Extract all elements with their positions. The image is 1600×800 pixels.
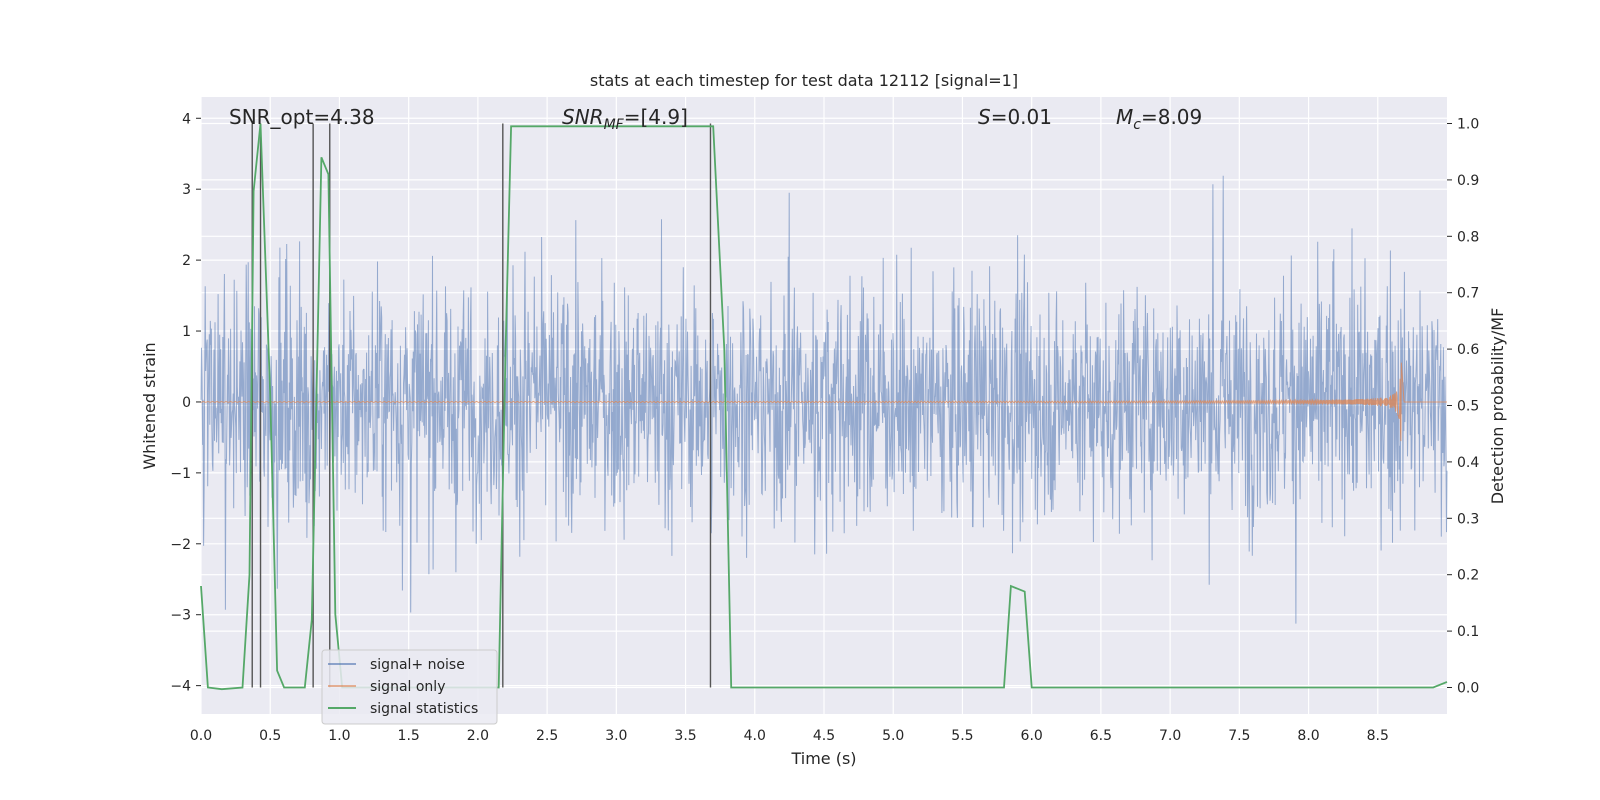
x-axis-ticks: 0.0 0.5 1.0 1.5 2.0 2.5 3.0 3.5 4.0 4.5 5.0 5.5 6.0 6… (190, 728, 1389, 744)
annotation-snr-opt: SNR_opt=4.38 (229, 105, 375, 129)
y2-tick-label: 0.9 (1457, 173, 1479, 189)
legend: signal+ noise signal only signal statist… (321, 649, 498, 725)
annotation-s-value: =0.01 (991, 105, 1052, 129)
chart-title: stats at each timestep for test data 121… (590, 71, 1018, 90)
annotation-mc-value: =8.09 (1141, 105, 1202, 129)
x-tick-label: 5.0 (882, 728, 904, 744)
y2-tick-label: 1.0 (1457, 117, 1479, 133)
x-tick-label: 6.5 (1090, 728, 1112, 744)
x-tick-label: 0.0 (190, 728, 212, 744)
y2-tick-label: 0.6 (1457, 342, 1479, 358)
x-tick-label: 2.0 (467, 728, 489, 744)
x-tick-label: 3.5 (674, 728, 696, 744)
y-axis-ticks: −4 −3 −2 −1 0 1 2 3 4 (170, 111, 201, 695)
annotation-s-main: S (978, 105, 991, 129)
x-tick-label: 4.5 (813, 728, 835, 744)
legend-label-statistics: signal statistics (370, 701, 478, 717)
x-tick-label: 2.5 (536, 728, 558, 744)
annotation-snr-mf-value: =[4.9] (624, 105, 688, 129)
annotation-snr-mf-sub: MF (604, 117, 625, 133)
x-tick-label: 1.5 (398, 728, 420, 744)
y-tick-label: −3 (170, 608, 191, 624)
x-axis-label: Time (s) (790, 749, 856, 768)
x-tick-label: 7.5 (1228, 728, 1250, 744)
y2-tick-label: 0.0 (1457, 680, 1479, 696)
y-tick-label: −4 (170, 679, 191, 695)
y-tick-label: 0 (182, 395, 191, 411)
signal-only-series (201, 362, 1447, 442)
annotation-s: S=0.01 (978, 105, 1052, 129)
y-tick-label: −2 (170, 537, 191, 553)
y2-tick-label: 0.2 (1457, 568, 1479, 584)
y-axis-label: Whitened strain (140, 342, 159, 469)
legend-label-noise: signal+ noise (370, 657, 465, 673)
y-tick-label: 1 (182, 324, 191, 340)
y2-tick-label: 0.3 (1457, 511, 1479, 527)
signal-noise-series (200, 175, 1448, 624)
x-tick-label: 3.0 (605, 728, 627, 744)
x-tick-label: 8.5 (1367, 728, 1389, 744)
x-tick-label: 6.0 (1021, 728, 1043, 744)
y2-axis-ticks: 0.0 0.1 0.2 0.3 0.4 0.5 0.6 0.7 0.8 0.9 1.0 (1447, 117, 1479, 696)
annotation-mc-sub: c (1133, 117, 1141, 133)
annotation-snr-mf-main: SNR (562, 105, 604, 129)
y2-tick-label: 0.5 (1457, 399, 1479, 415)
y2-tick-label: 0.8 (1457, 229, 1479, 245)
x-tick-label: 5.5 (951, 728, 973, 744)
x-tick-label: 1.0 (328, 728, 350, 744)
x-tick-label: 7.0 (1159, 728, 1181, 744)
annotation-snr-mf: SNRMF=[4.9] (562, 105, 688, 133)
y2-tick-label: 0.1 (1457, 624, 1479, 640)
y2-axis-label: Detection probability/MF (1488, 308, 1507, 505)
y-tick-label: 3 (182, 182, 191, 198)
y2-tick-label: 0.4 (1457, 455, 1479, 471)
y-tick-label: 4 (182, 111, 191, 127)
y-tick-label: −1 (170, 466, 191, 482)
plot-area (200, 97, 1448, 714)
y-tick-label: 2 (182, 253, 191, 269)
signal-only-line (201, 362, 1447, 442)
legend-box (321, 649, 498, 725)
annotation-mc: Mc=8.09 (1116, 105, 1202, 133)
x-tick-label: 8.0 (1297, 728, 1319, 744)
annotation-mc-main: M (1116, 105, 1133, 129)
x-tick-label: 0.5 (259, 728, 281, 744)
x-tick-label: 4.0 (744, 728, 766, 744)
y2-tick-label: 0.7 (1457, 286, 1479, 302)
legend-label-signal-only: signal only (370, 679, 445, 695)
signal-noise-line (200, 175, 1448, 624)
